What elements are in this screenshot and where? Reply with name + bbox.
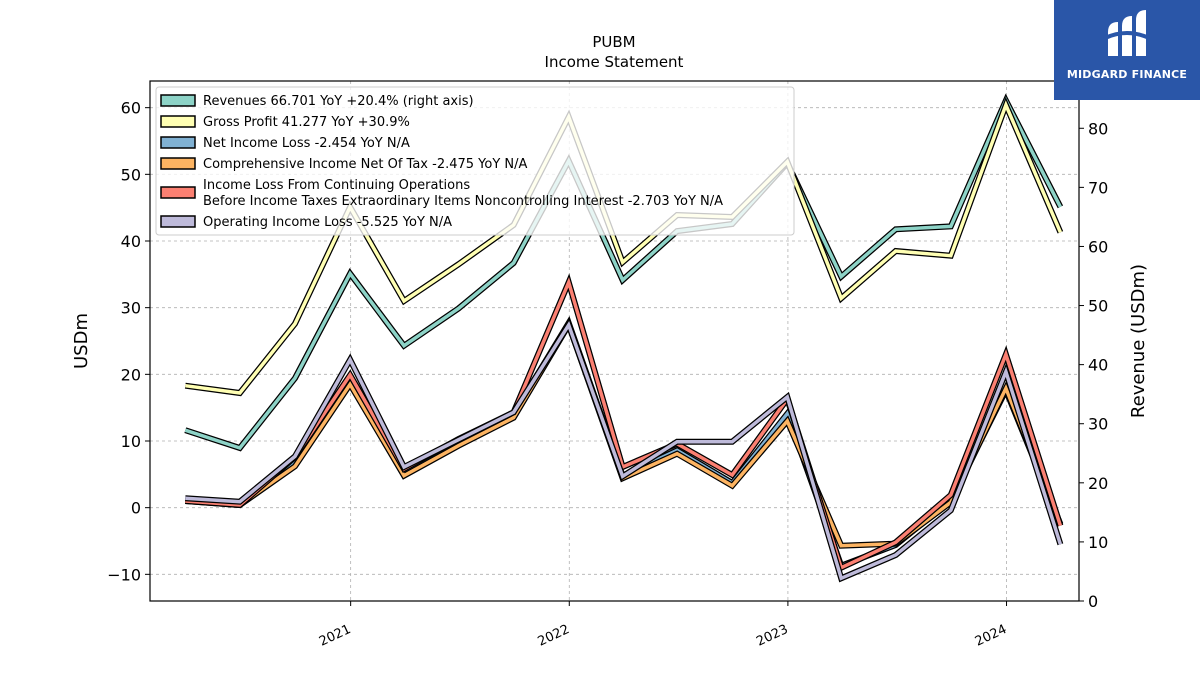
- chart-subtitle: Income Statement: [545, 53, 684, 71]
- y-right-tick-label: 10: [1088, 533, 1108, 552]
- legend-swatch-5: [160, 215, 196, 228]
- x-tick-label: 2021: [317, 622, 353, 650]
- y-tick-label: 50: [121, 165, 141, 184]
- plot-frame: [149, 80, 1080, 602]
- y-right-tick-label: 50: [1088, 297, 1108, 316]
- legend: Revenues 66.701 YoY +20.4% (right axis) G…: [155, 86, 795, 236]
- right-axis: 0 10 20 30 40 50 60 70 80: [1079, 119, 1108, 611]
- x-axis: 2021 2022 2023 2024: [317, 601, 1009, 650]
- y-axis-label: USDm: [71, 313, 92, 369]
- legend-box: [155, 86, 795, 236]
- chart-title: PUBM: [592, 33, 635, 51]
- legend-swatch-4: [160, 186, 196, 199]
- series-line-4: [185, 277, 1063, 571]
- y-tick-label: −10: [107, 565, 141, 584]
- y-right-tick-label: 60: [1088, 237, 1108, 256]
- legend-swatch-2: [160, 136, 196, 149]
- legend-label-0: Revenues 66.701 YoY +20.4% (right axis): [203, 94, 474, 109]
- y-tick-label: 0: [131, 499, 141, 518]
- legend-label-4: Income Loss From Continuing Operations: [203, 178, 470, 193]
- y-tick-label: 40: [121, 232, 141, 251]
- series-line-0: [184, 96, 1062, 451]
- y-tick-label: 10: [121, 432, 141, 451]
- y-axis-right-label: Revenue (USDm): [1128, 264, 1149, 418]
- legend-label-5: Operating Income Loss -5.525 YoY N/A: [203, 215, 452, 230]
- legend-label-3: Comprehensive Income Net Of Tax -2.475 Y…: [203, 157, 528, 172]
- x-tick-label: 2023: [754, 622, 790, 650]
- x-tick-label: 2024: [973, 622, 1009, 650]
- y-right-tick-label: 0: [1088, 592, 1098, 611]
- y-tick-label: 20: [121, 365, 141, 384]
- y-tick-label: 60: [121, 99, 141, 118]
- logo-mark-icon: [1104, 10, 1150, 56]
- legend-label-2: Net Income Loss -2.454 YoY N/A: [203, 136, 410, 151]
- logo-text: MIDGARD FINANCE: [1066, 68, 1188, 81]
- legend-swatch-1: [160, 115, 196, 128]
- y-tick-label: 30: [121, 299, 141, 318]
- series-line-5: [185, 321, 1063, 581]
- left-axis: −10 0 10 20 30 40 50 60: [107, 99, 150, 584]
- y-right-tick-label: 30: [1088, 415, 1108, 434]
- series-outline-5: [185, 318, 1064, 583]
- y-right-tick-label: 70: [1088, 178, 1108, 197]
- legend-label-4: Before Income Taxes Extraordinary Items …: [203, 194, 723, 209]
- series-line-1: [185, 100, 1063, 395]
- legend-swatch-0: [160, 94, 196, 107]
- x-tick-label: 2022: [536, 622, 572, 650]
- y-right-tick-label: 20: [1088, 474, 1108, 493]
- y-right-tick-label: 80: [1088, 119, 1108, 138]
- brand-logo: MIDGARD FINANCE: [1054, 0, 1200, 100]
- series-lines: [184, 93, 1064, 583]
- y-right-tick-label: 40: [1088, 356, 1108, 375]
- legend-label-1: Gross Profit 41.277 YoY +30.9%: [203, 115, 410, 130]
- legend-swatch-3: [160, 157, 196, 170]
